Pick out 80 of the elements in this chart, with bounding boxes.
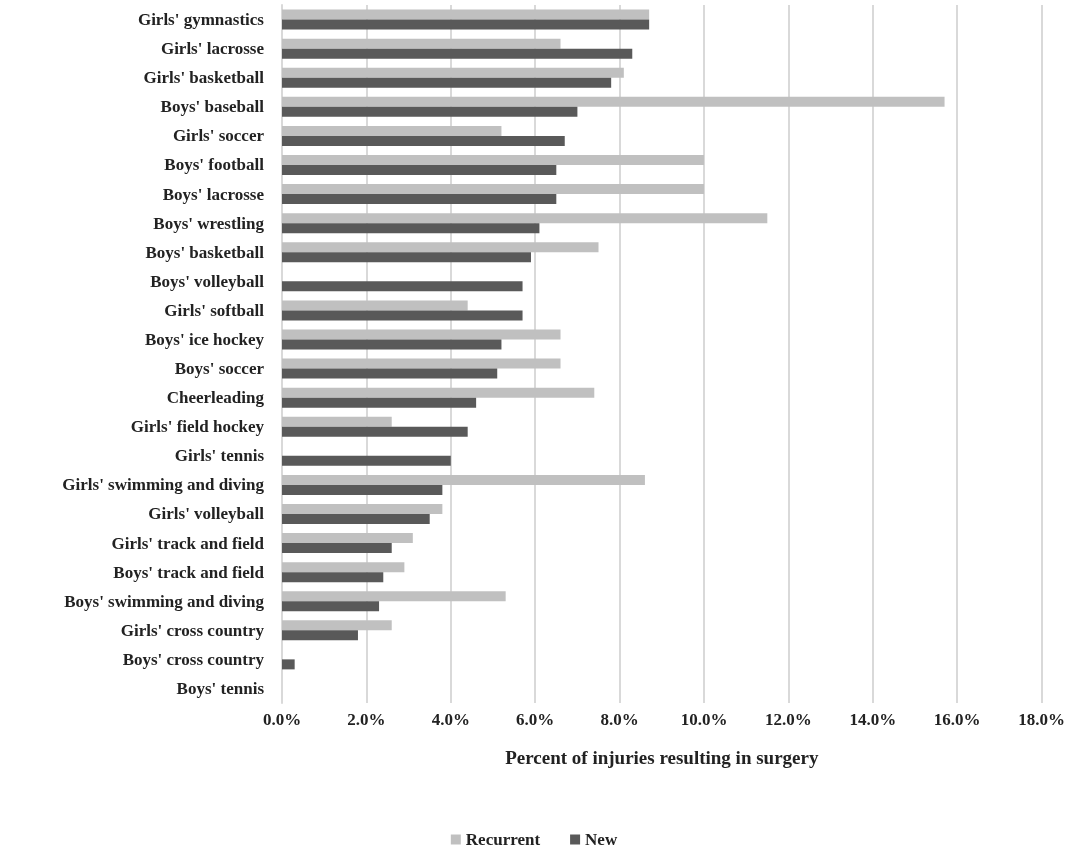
y-tick-label: Boys' soccer <box>174 359 265 379</box>
y-tick-label: Cheerleading <box>166 388 265 408</box>
bar <box>282 620 392 631</box>
y-tick-label: Boys' baseball <box>160 97 265 117</box>
y-tick-label: Boys' tennis <box>176 678 265 698</box>
bar <box>282 659 295 670</box>
bar <box>282 503 443 514</box>
bar <box>282 48 633 59</box>
bar <box>282 533 413 544</box>
x-tick-label: 8.0% <box>600 710 639 729</box>
y-tick-label: Girls' track and field <box>111 533 265 553</box>
bar <box>282 455 451 466</box>
bar <box>282 630 358 641</box>
x-tick-label: 12.0% <box>765 710 812 729</box>
bar <box>282 513 430 524</box>
bar <box>282 543 392 554</box>
bar <box>282 194 557 205</box>
y-tick-label: Girls' lacrosse <box>160 39 265 59</box>
bar <box>282 601 380 612</box>
y-tick-label: Boys' track and field <box>113 562 265 582</box>
bar <box>282 9 650 20</box>
bar <box>282 164 557 175</box>
bar <box>282 223 540 234</box>
bar <box>282 416 392 427</box>
bar <box>282 484 443 495</box>
y-tick-label: Girls' softball <box>164 300 265 320</box>
y-tick-label: Boys' basketball <box>145 242 265 262</box>
x-tick-label: 6.0% <box>516 710 555 729</box>
y-tick-label: Boys' cross country <box>122 649 265 669</box>
bar <box>282 562 405 573</box>
y-tick-label: Boys' ice hockey <box>145 329 265 349</box>
legend-label: New <box>585 830 618 849</box>
x-axis-title: Percent of injuries resulting in surgery <box>505 747 819 768</box>
bar <box>282 19 650 30</box>
bar <box>282 38 561 49</box>
x-tick-label: 18.0% <box>1018 710 1065 729</box>
bar <box>282 106 578 117</box>
bar <box>282 213 768 224</box>
x-tick-label: 2.0% <box>347 710 386 729</box>
y-tick-label: Girls' field hockey <box>130 417 265 437</box>
bar <box>282 154 705 165</box>
bar <box>282 387 595 398</box>
y-tick-label: Boys' volleyball <box>150 271 265 291</box>
x-tick-label: 4.0% <box>431 710 470 729</box>
bar <box>282 96 945 107</box>
y-tick-label: Boys' swimming and diving <box>64 591 265 611</box>
bar <box>282 300 468 311</box>
bar <box>282 358 561 369</box>
bar <box>282 242 599 253</box>
bar <box>282 397 477 408</box>
bar <box>282 125 502 136</box>
bar <box>282 281 523 292</box>
y-tick-label: Girls' soccer <box>172 126 265 146</box>
bar <box>282 329 561 340</box>
legend-label: Recurrent <box>465 830 541 849</box>
bar <box>282 67 624 78</box>
bar <box>282 77 612 88</box>
x-tick-label: 14.0% <box>849 710 897 729</box>
y-tick-label: Girls' swimming and diving <box>62 475 265 495</box>
x-tick-label: 16.0% <box>933 710 981 729</box>
x-tick-label: 10.0% <box>680 710 728 729</box>
bar <box>282 135 565 146</box>
y-tick-label: Girls' gymnastics <box>137 10 265 30</box>
bar <box>282 572 384 583</box>
bar <box>282 426 468 437</box>
bar <box>282 339 502 350</box>
y-tick-label: Girls' basketball <box>143 68 265 88</box>
y-tick-label: Girls' tennis <box>174 446 265 466</box>
bar <box>282 184 705 195</box>
y-tick-label: Boys' football <box>164 155 265 175</box>
bar <box>282 368 498 379</box>
y-tick-label: Boys' wrestling <box>153 213 265 233</box>
x-tick-label: 0.0% <box>262 710 302 729</box>
y-tick-label: Girls' cross country <box>120 620 265 640</box>
y-tick-label: Girls' volleyball <box>148 504 265 524</box>
y-tick-label: Boys' lacrosse <box>162 184 265 204</box>
bar <box>282 591 506 602</box>
bar <box>282 252 531 263</box>
bar <box>282 474 645 485</box>
bar <box>282 310 523 321</box>
